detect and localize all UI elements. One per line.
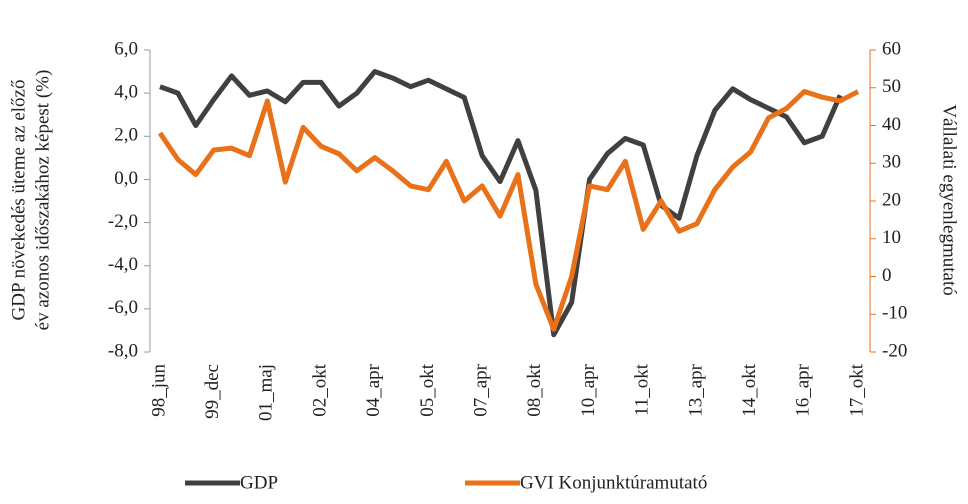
y-tick-label: 4,0	[114, 82, 138, 103]
legend-label: GVI Konjunktúramutató	[520, 472, 707, 493]
y2-tick-label: 60	[882, 38, 901, 59]
x-tick-label: 11_okt	[632, 363, 653, 416]
y-tick-label: 0,0	[114, 168, 138, 189]
y2-tick-label: 20	[882, 189, 901, 210]
x-tick-label: 17_okt	[846, 363, 867, 417]
y-tick-label: -6,0	[108, 297, 138, 318]
y2-tick-label: 50	[882, 76, 901, 97]
x-tick-label: 13_apr	[685, 363, 706, 416]
y2-tick-label: 30	[882, 152, 901, 173]
y-tick-label: -4,0	[108, 254, 138, 275]
y-tick-label: 2,0	[114, 125, 138, 146]
x-tick-label: 98_jun	[148, 364, 169, 417]
y-tick-label: 6,0	[114, 38, 138, 59]
legend-label: GDP	[240, 472, 278, 493]
x-tick-label: 07_apr	[471, 363, 492, 416]
y2-tick-label: 10	[882, 227, 901, 248]
y-tick-label: -2,0	[108, 211, 138, 232]
x-tick-label: 14_okt	[739, 363, 760, 417]
y2-tick-label: 40	[882, 114, 901, 135]
y2-tick-label: -10	[882, 303, 907, 324]
y-axis-title: GDP növekedés üteme az előző	[8, 80, 29, 321]
series-line	[159, 69, 843, 338]
y2-axis-title: Vállalati egyenlegmutató	[939, 104, 960, 296]
y2-tick-label: -20	[882, 340, 907, 361]
x-tick-label: 10_apr	[578, 363, 599, 416]
x-tick-label: 04_apr	[363, 363, 384, 416]
x-tick-label: 08_okt	[524, 363, 545, 417]
x-tick-label: 99_dec	[202, 364, 223, 419]
y-tick-label: -8,0	[108, 340, 138, 361]
x-tick-label: 16_apr	[793, 363, 814, 416]
x-tick-label: 01_maj	[256, 364, 277, 421]
x-tick-label: 05_okt	[417, 363, 438, 417]
series-line	[157, 89, 860, 332]
y-axis-title: év azonos időszakához képest (%)	[32, 70, 53, 331]
y2-tick-label: 0	[882, 265, 892, 286]
x-tick-label: 02_okt	[309, 363, 330, 417]
